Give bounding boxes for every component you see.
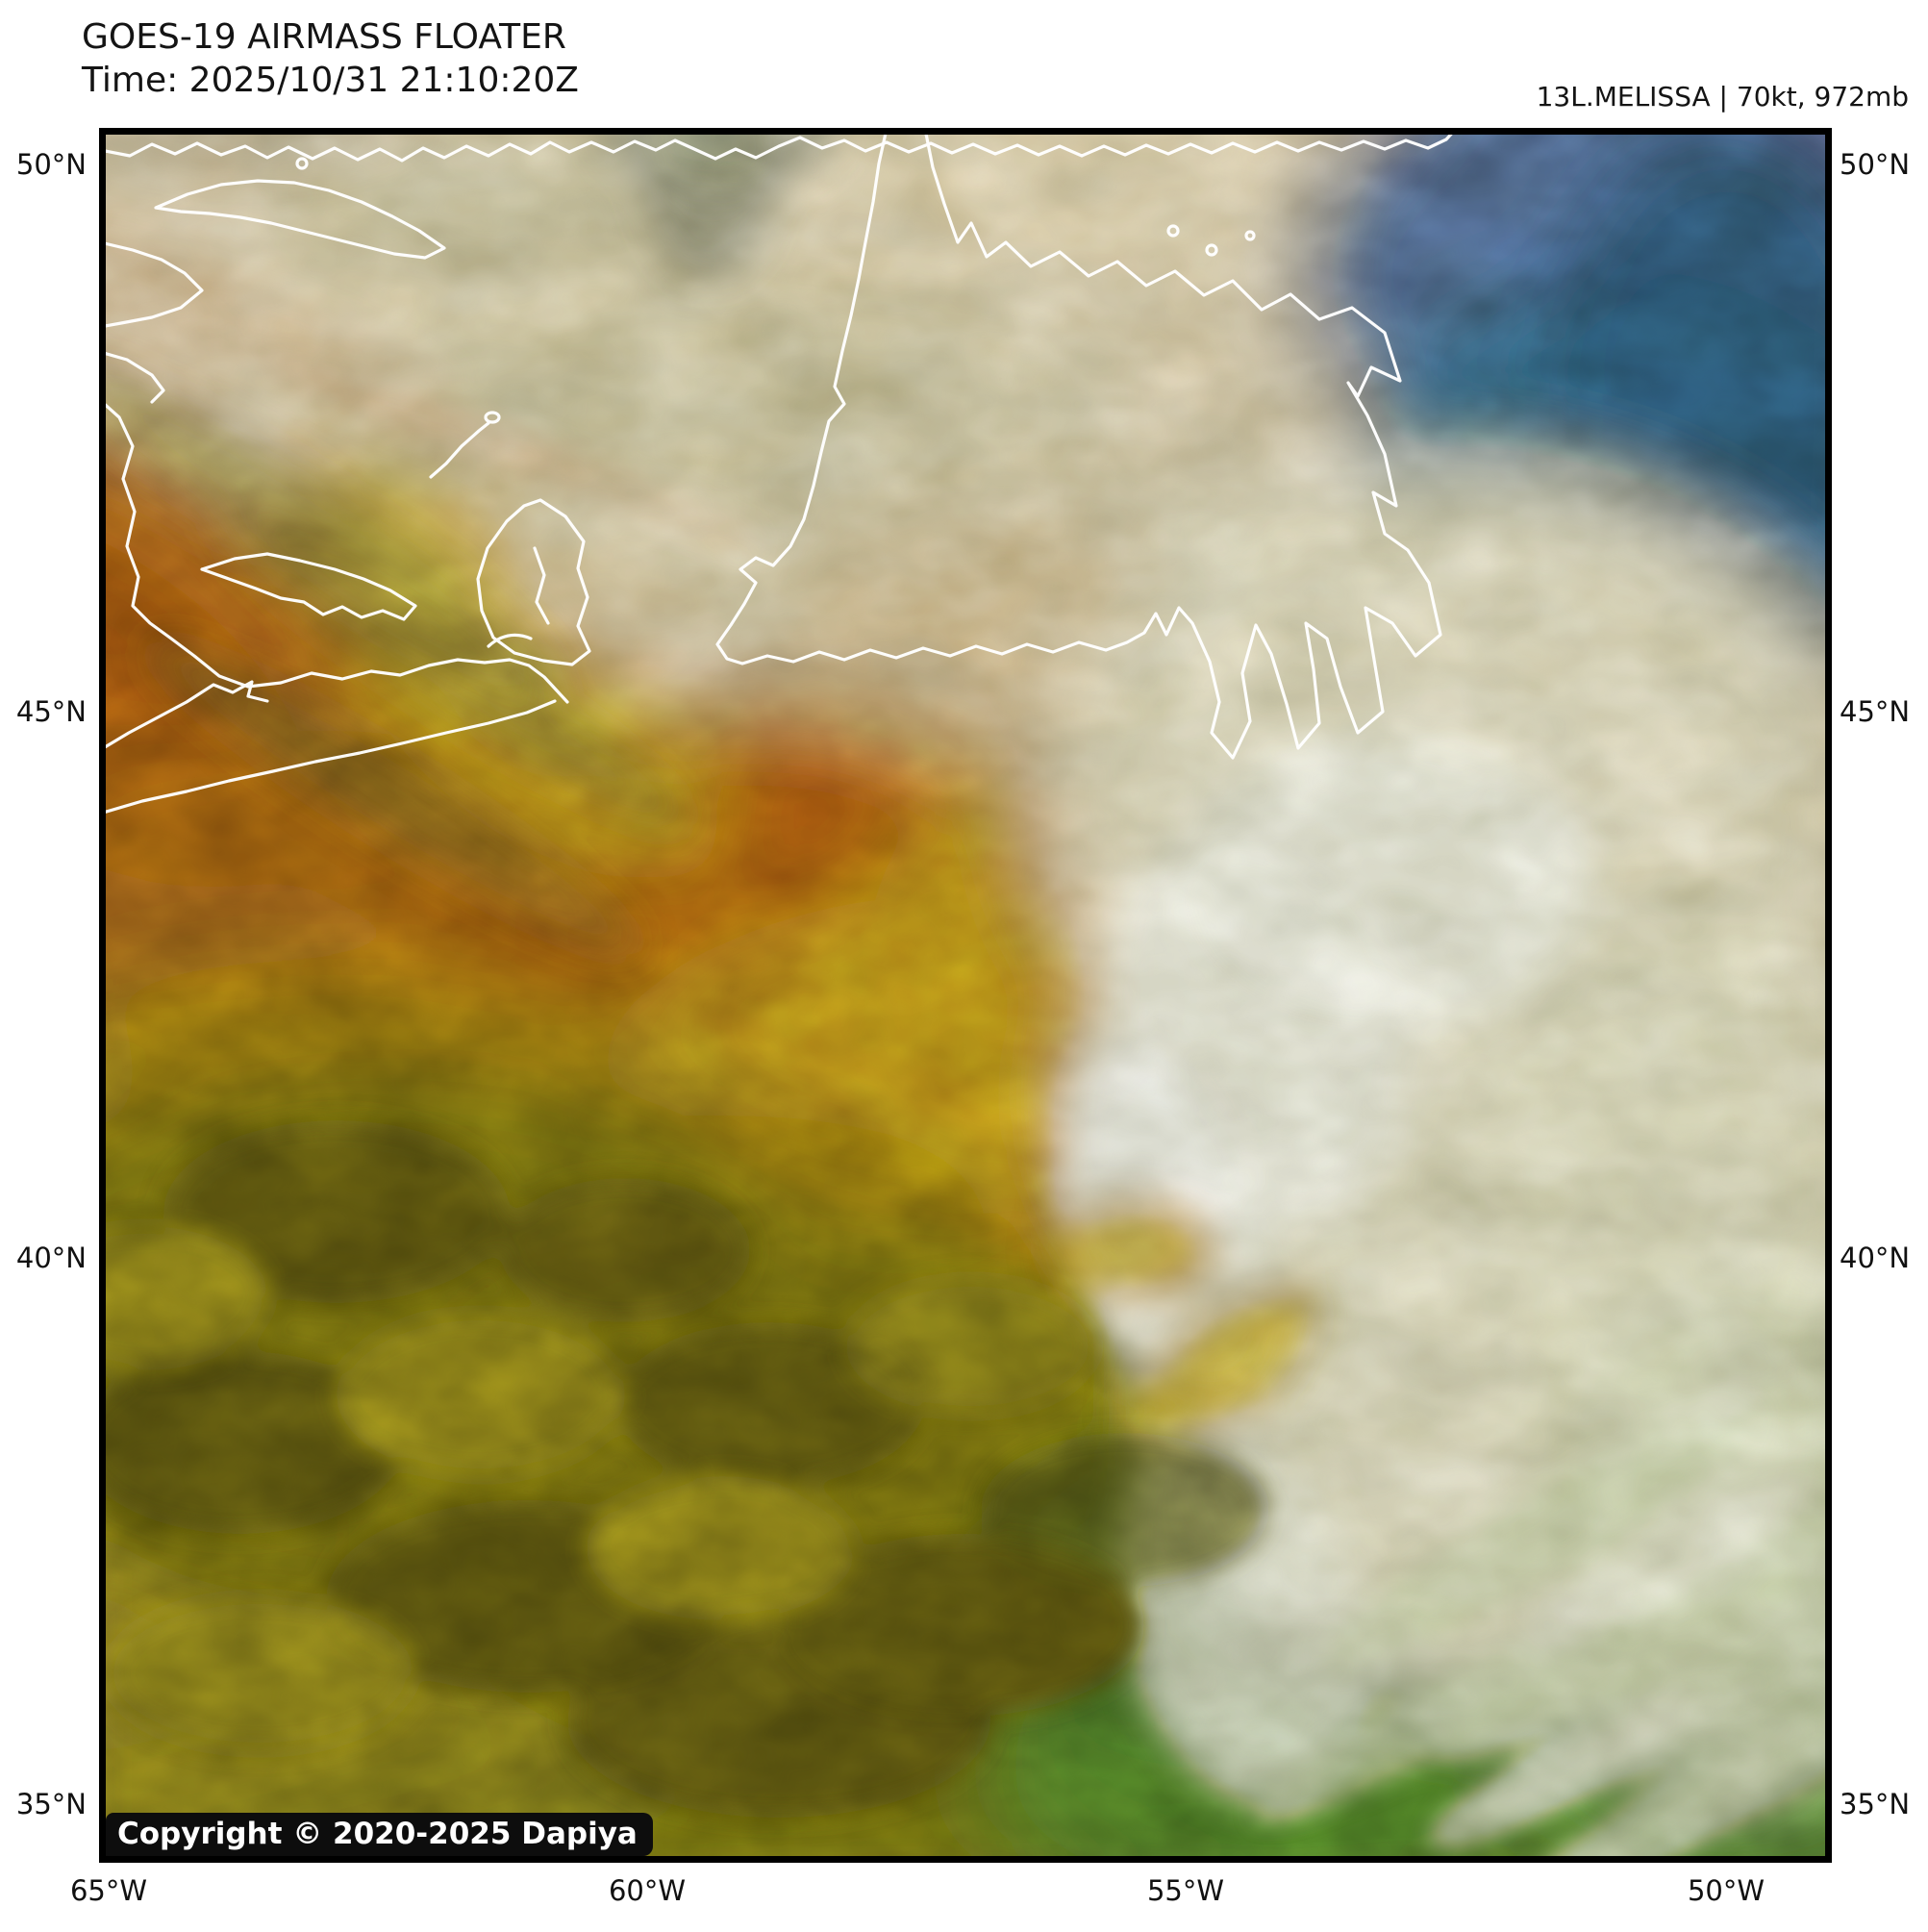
product-title: GOES-19 AIRMASS FLOATER	[82, 17, 566, 57]
lat-label-right-35n: 35°N	[1840, 1788, 1911, 1820]
coast-new-brunswick	[106, 403, 569, 704]
satellite-image	[106, 135, 1825, 1856]
coast-island-dot	[1244, 230, 1256, 241]
coast-nova-scotia-south	[106, 699, 557, 814]
coast-bay-of-fundy	[106, 680, 269, 749]
coast-bras-dor-lake	[533, 546, 550, 625]
coast-quebec-north-shore	[106, 135, 1453, 163]
coast-magdalen-islands	[429, 421, 490, 479]
coast-newfoundland	[715, 135, 1442, 760]
coast-island-dot	[1166, 224, 1180, 238]
lon-label-50w: 50°W	[1687, 1874, 1765, 1907]
coast-gaspe-peninsula	[106, 241, 204, 328]
lat-label-left-40n: 40°N	[15, 1242, 87, 1274]
lat-label-right-45n: 45°N	[1840, 695, 1911, 728]
coast-chaleur-bay	[106, 352, 165, 404]
copyright-badge: Copyright © 2020-2025 Dapiya	[106, 1813, 653, 1856]
map-frame: Copyright © 2020-2025 Dapiya	[99, 128, 1832, 1863]
coast-magdalen-tip	[484, 411, 501, 424]
coast-island-dot	[295, 157, 309, 170]
lat-label-left-35n: 35°N	[15, 1788, 87, 1820]
lat-label-left-45n: 45°N	[15, 695, 87, 728]
timestamp-label: Time: 2025/10/31 21:10:20Z	[82, 61, 579, 100]
coast-cape-breton-island	[476, 498, 591, 666]
coastlines	[106, 135, 1453, 814]
lon-label-65w: 65°W	[69, 1874, 148, 1907]
cloud-grain-dark	[106, 135, 1825, 1856]
coast-prince-edward-island	[200, 552, 417, 621]
lat-label-right-50n: 50°N	[1840, 148, 1911, 181]
storm-info-label: 13L.MELISSA | 70kt, 972mb	[1536, 81, 1909, 113]
page-title: GOES-19 AIRMASS FLOATER Time: 2025/10/31 …	[82, 15, 579, 102]
lon-label-55w: 55°W	[1146, 1874, 1225, 1907]
coast-island-dot	[1205, 243, 1218, 257]
lat-label-right-40n: 40°N	[1840, 1242, 1911, 1274]
coast-st-georges-bay	[487, 633, 533, 648]
coast-anticosti-island	[154, 179, 446, 260]
lon-label-60w: 60°W	[608, 1874, 687, 1907]
lat-label-left-50n: 50°N	[15, 148, 87, 181]
